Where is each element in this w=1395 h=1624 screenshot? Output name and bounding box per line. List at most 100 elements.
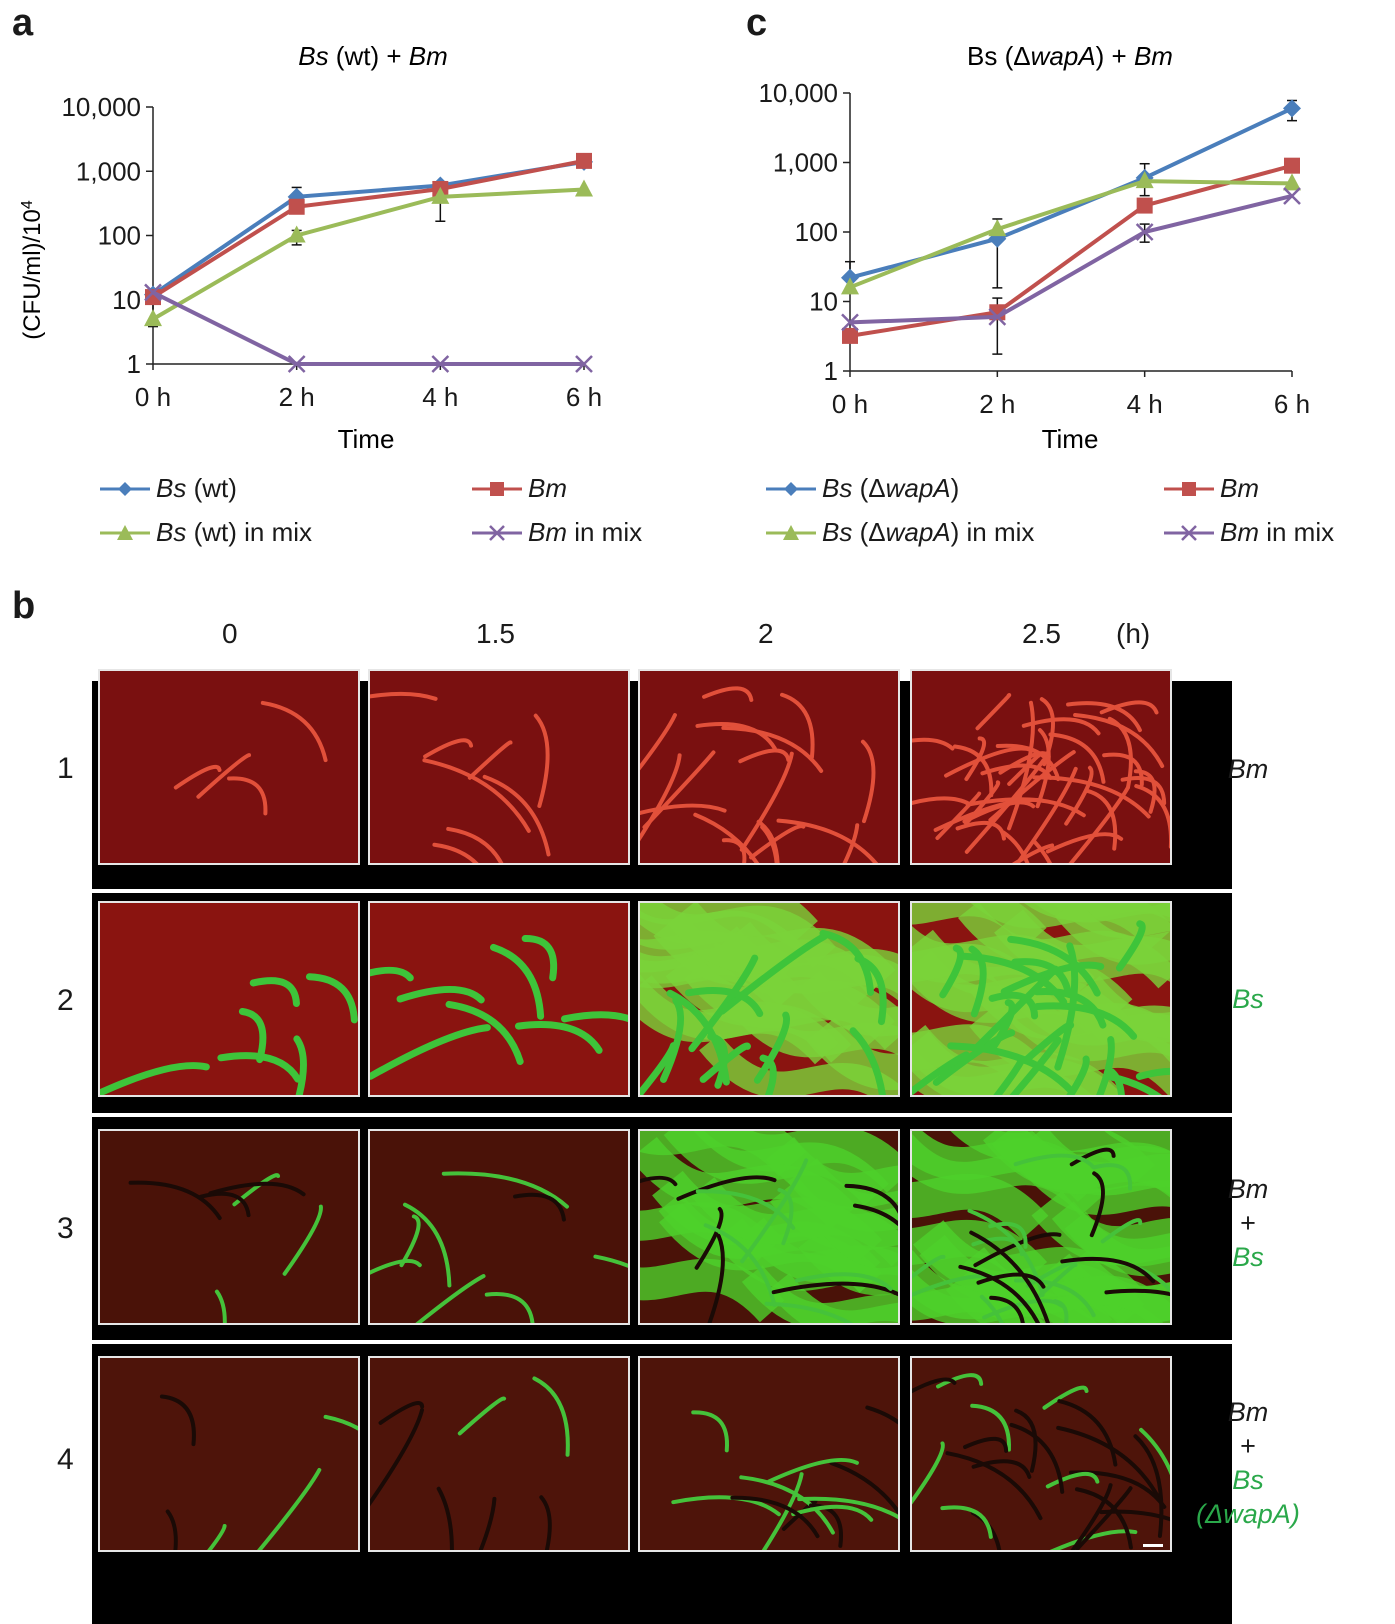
y-tick-label: 10,000 xyxy=(758,78,838,108)
y-tick-label: 10 xyxy=(809,287,838,317)
bacterium xyxy=(988,991,1039,1020)
y-tick-label: 1,000 xyxy=(76,156,141,186)
bacterium xyxy=(1104,1288,1170,1297)
bacterium xyxy=(256,1467,322,1550)
y-tick-label: 1,000 xyxy=(773,148,838,178)
bacterium xyxy=(738,748,791,764)
bacterium xyxy=(432,842,479,863)
bacterium xyxy=(945,1451,1043,1521)
legend-c-text-it: Bs xyxy=(822,473,853,503)
bacterium xyxy=(217,1052,302,1083)
bacterium xyxy=(684,987,764,1018)
data-point xyxy=(288,198,305,215)
row-number-4: 4 xyxy=(57,1443,74,1476)
bacterium xyxy=(970,1403,1011,1452)
micrograph-image xyxy=(640,686,879,863)
bacterium xyxy=(912,1441,945,1505)
bacterium xyxy=(1009,1036,1062,1095)
bacterium xyxy=(940,1505,993,1539)
row-label-1: Bm xyxy=(1198,752,1298,786)
bacterium xyxy=(1053,1299,1069,1323)
bacterium xyxy=(370,1258,422,1275)
row-number-3: 3 xyxy=(57,1212,74,1245)
bacterium xyxy=(842,823,860,863)
bacterium xyxy=(441,1171,569,1209)
x-tick-label: 2 h xyxy=(979,389,1015,419)
legend-a-text-it: Bm xyxy=(528,517,567,547)
bacteria-mass xyxy=(912,1173,1049,1240)
bacterium xyxy=(467,740,513,780)
bacteria-mass xyxy=(969,1001,1170,1095)
bacterium xyxy=(659,997,685,1083)
bacterium xyxy=(854,955,887,1026)
diamond-marker-icon xyxy=(100,481,150,496)
bacterium xyxy=(1056,1425,1161,1500)
bacterium xyxy=(1042,1385,1089,1410)
bacterium xyxy=(676,1175,777,1201)
bacterium xyxy=(1054,942,1079,1071)
bacterium xyxy=(776,818,879,863)
bacterium xyxy=(1033,1002,1138,1040)
bacterium xyxy=(829,1461,898,1515)
series-line xyxy=(151,158,585,299)
bacterium xyxy=(1092,1163,1133,1191)
bacterium xyxy=(482,774,551,857)
bacterium xyxy=(513,1192,566,1222)
data-point xyxy=(1136,197,1153,214)
panel-letter-b: b xyxy=(12,585,36,627)
bacterium xyxy=(1035,1262,1078,1300)
bacteria-mass xyxy=(690,1177,898,1267)
x-marker-icon xyxy=(472,524,522,541)
bacterium xyxy=(478,1496,497,1550)
micrograph-image xyxy=(912,693,1170,863)
chart-a-title: Bs (wt) + Bm xyxy=(298,41,448,71)
bacterium xyxy=(402,1202,452,1288)
data-point xyxy=(1284,157,1300,174)
bacterium xyxy=(721,725,824,773)
bacterium xyxy=(415,1274,486,1323)
bacterium xyxy=(853,1203,898,1227)
bacterium xyxy=(740,1158,809,1264)
bacterium xyxy=(1134,784,1170,849)
bacterium xyxy=(1048,732,1106,784)
data-point xyxy=(841,313,859,332)
bacterium xyxy=(1011,958,1072,997)
row-label-plus: + xyxy=(1240,1431,1256,1461)
bacterium xyxy=(1135,1067,1170,1080)
row-label-4: Bm + Bs (ΔwapA) xyxy=(1180,1395,1316,1531)
bacterium xyxy=(399,1214,421,1268)
series-line xyxy=(849,194,1293,325)
micrograph-tile xyxy=(368,1356,630,1552)
bacterium xyxy=(1014,1408,1038,1473)
bacterium xyxy=(260,700,328,763)
bacterium xyxy=(808,1503,844,1548)
triangle-marker-icon xyxy=(100,524,150,540)
bacterium xyxy=(561,1011,628,1023)
data-point xyxy=(144,283,162,302)
micrograph-tile xyxy=(98,901,360,1097)
bacterium xyxy=(964,736,987,781)
bacterium xyxy=(1089,1171,1105,1238)
micrograph-tile xyxy=(368,1129,630,1325)
bacterium xyxy=(293,1035,307,1095)
legend-c-text-it: Bs xyxy=(822,517,853,547)
bacterium xyxy=(1102,752,1144,787)
bacterium xyxy=(794,1272,893,1291)
legend-a-text: in mix xyxy=(567,517,643,547)
bacterium xyxy=(702,686,754,702)
series-line xyxy=(152,290,584,366)
micrograph-image xyxy=(912,1373,1170,1550)
legend-a-item: Bs (wt) in mix xyxy=(100,517,312,548)
bacterium xyxy=(939,944,965,999)
micrograph-tile xyxy=(638,1129,900,1325)
legend-c-item: Bm in mix xyxy=(1164,517,1334,548)
bacterium xyxy=(640,803,727,816)
bacterium xyxy=(1100,1218,1143,1244)
series-line xyxy=(849,179,1293,290)
data-point xyxy=(1283,173,1301,191)
bacterium xyxy=(912,1051,970,1095)
bacterium xyxy=(1074,1487,1133,1550)
x-tick-label: 4 h xyxy=(422,382,458,412)
micrograph-image xyxy=(640,903,898,1095)
diamond-marker-icon xyxy=(766,481,816,496)
